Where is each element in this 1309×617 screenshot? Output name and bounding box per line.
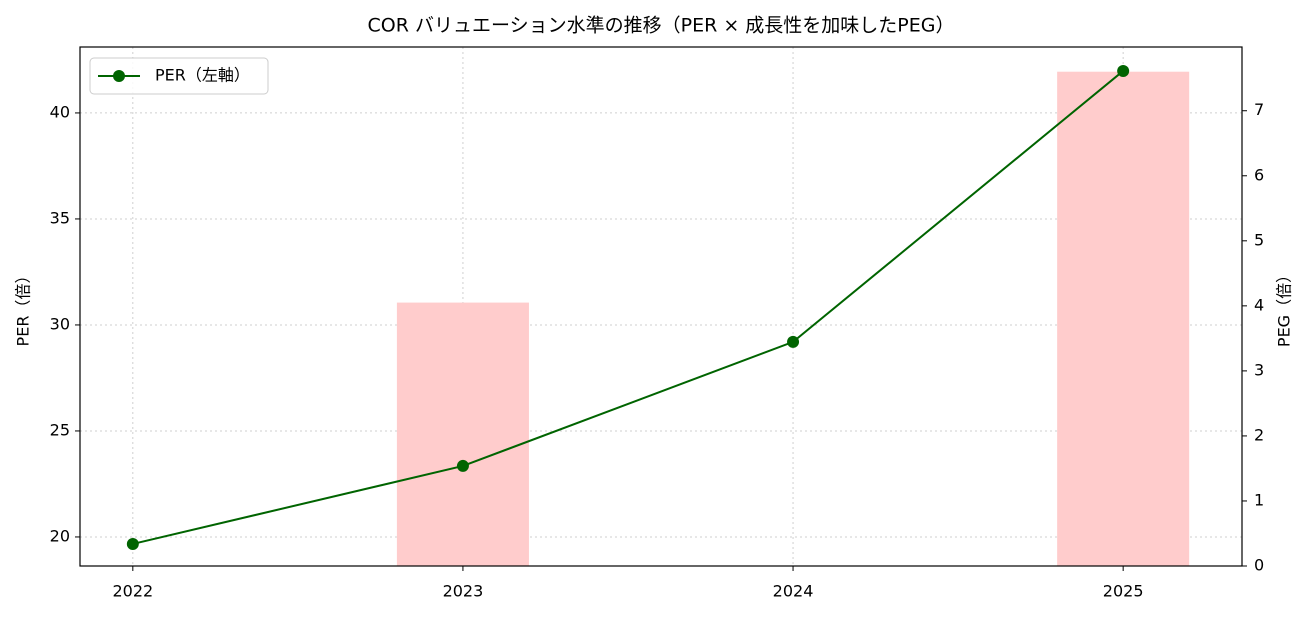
y-tick-label: 30: [50, 314, 70, 333]
y-tick-label: 25: [50, 420, 70, 439]
y-tick-label: 40: [50, 102, 70, 121]
x-tick-label: 2022: [112, 582, 153, 601]
chart-title: COR バリュエーション水準の推移（PER × 成長性を加味したPEG）: [368, 15, 955, 37]
y-tick-label: 20: [50, 526, 70, 545]
x-tick-label: 2024: [773, 582, 814, 601]
y-tick-label: 35: [50, 208, 70, 227]
bar: [1057, 71, 1190, 566]
marker: [456, 459, 469, 472]
marker: [1117, 64, 1130, 77]
y2-tick-label: 2: [1254, 425, 1264, 444]
y2-tick-label: 5: [1254, 230, 1264, 249]
marker: [787, 335, 800, 348]
plot-frame: [79, 46, 1243, 567]
bar: [396, 302, 529, 566]
marker: [126, 537, 139, 550]
y2-tick-label: 7: [1254, 100, 1264, 119]
legend-box: [89, 57, 269, 95]
y2-tick-label: 3: [1254, 360, 1264, 379]
y2-tick-label: 1: [1254, 490, 1264, 509]
line: [132, 70, 1124, 545]
y2-axis-label: PEG（倍）: [1275, 267, 1294, 347]
x-tick-label: 2025: [1103, 582, 1144, 601]
legend-label: PER（左軸）: [155, 66, 250, 85]
y2-tick-label: 0: [1254, 556, 1264, 575]
x-tick-label: 2023: [443, 582, 484, 601]
y-axis-label: PER（倍）: [14, 268, 33, 347]
y2-tick-label: 6: [1254, 165, 1264, 184]
y2-tick-label: 4: [1254, 295, 1264, 314]
legend-marker: [113, 70, 125, 82]
